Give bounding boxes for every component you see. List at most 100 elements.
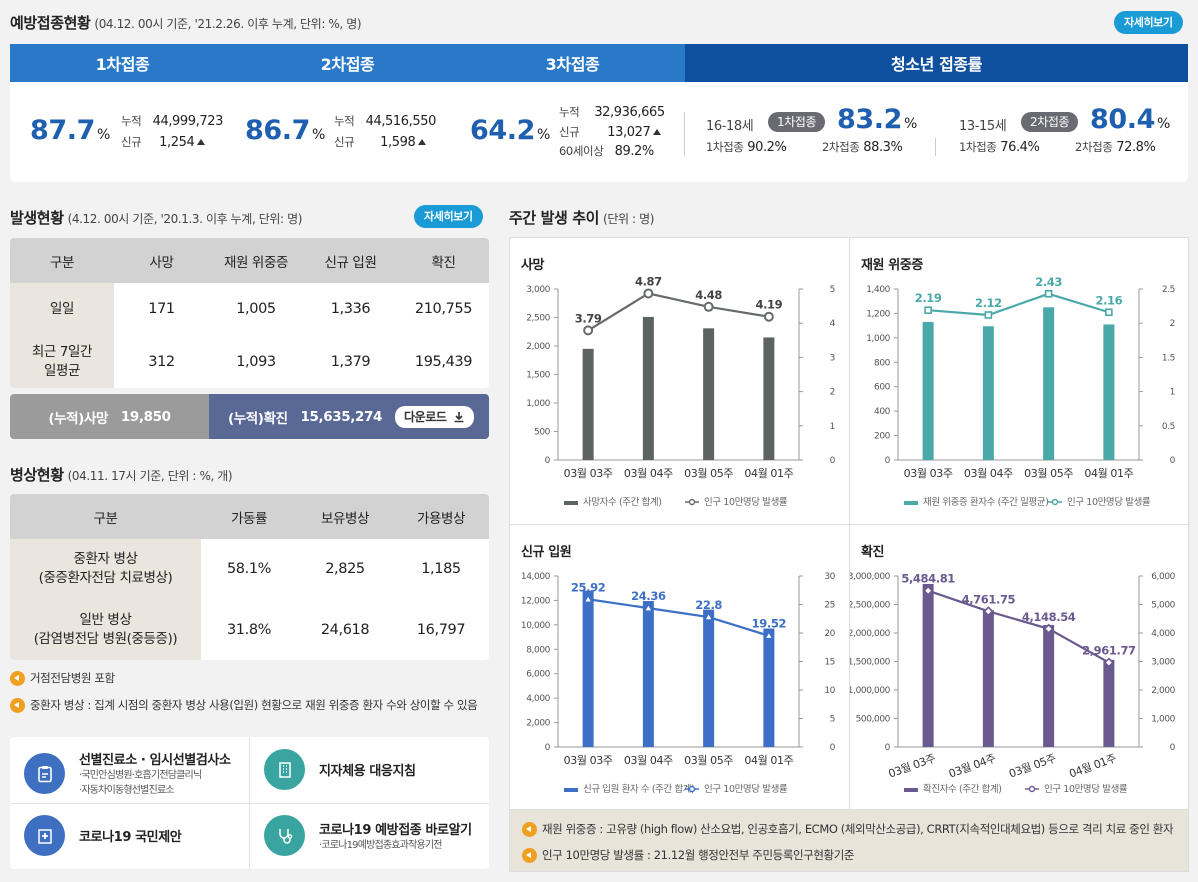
table-row: 일반 병상 (감염병전담 병원(중등증)) 31.8% 24,618 16,79… — [10, 599, 489, 660]
header-cell: 사망 — [114, 238, 209, 283]
link-title: 코로나19 예방접종 바로알기 — [319, 822, 472, 838]
y-tick-label: 2,500 — [526, 314, 550, 324]
bar — [1043, 307, 1055, 460]
x-tick-label: 03월 04주 — [624, 754, 673, 767]
download-icon — [454, 411, 463, 422]
y-tick-label: 2,000 — [526, 719, 550, 729]
y-tick-label: 3,000 — [526, 285, 550, 295]
teen2-age: 13-15세 — [959, 119, 1007, 134]
x-tick-label: 04월 01주 — [1084, 467, 1133, 480]
weekly-note: 인구 10만명당 발생률 : 21.12월 행정안전부 주민등록인구현황기준 — [522, 847, 854, 863]
header-cell: 구분 — [10, 494, 201, 539]
divider — [684, 112, 685, 156]
table-row: 일일 171 1,005 1,336 210,755 — [10, 283, 489, 335]
header-cell: 가동률 — [201, 494, 297, 539]
line-point — [983, 606, 994, 617]
x-tick-label: 04월 01주 — [744, 754, 793, 767]
bar — [1103, 324, 1115, 460]
y-right-tick-label: 3,000 — [1151, 658, 1175, 668]
table-cell: 210,755 — [414, 301, 473, 317]
bar — [1103, 659, 1115, 747]
header-cell: 보유병상 — [297, 494, 393, 539]
link-vaccine-info[interactable]: 코로나19 예방접종 바로알기 ·코로나19예방접종효과작용기전 — [264, 815, 472, 856]
y-tick-label: 800 — [874, 358, 891, 368]
data-label: 3.79 — [575, 311, 602, 325]
bar — [582, 590, 594, 747]
outbreak-table: 구분 사망 재원 위중증 신규 입원 확진 일일 171 1,005 1,336… — [10, 238, 489, 388]
y-tick-label: 1,000 — [526, 399, 550, 409]
beds-table: 구분 가동률 보유병상 가용병상 중환자 병상 (중증환자전담 치료병상) 58… — [10, 494, 489, 660]
beds-title: 병상현황 (04.11. 17시 기준, 단위 : %, 개) — [10, 466, 233, 484]
data-label: 24.36 — [631, 589, 666, 603]
teen1-rate: 83.2% — [837, 104, 917, 135]
outbreak-more-button[interactable]: 자세히보기 — [414, 205, 483, 228]
y-right-tick-label: 0 — [1170, 743, 1176, 753]
y-tick-label: 500,000 — [856, 715, 891, 725]
dose3-rate: 64.2% — [470, 115, 550, 146]
legend-bar-swatch — [904, 788, 918, 792]
beds-note: 거점전담병원 포함 — [10, 670, 115, 686]
teen2-dose-pill: 2차접종 — [1021, 112, 1079, 132]
download-button[interactable]: 다운로드 — [394, 405, 474, 428]
y-right-tick-label: 25 — [824, 601, 835, 611]
speaker-icon — [10, 670, 25, 686]
y-tick-label: 1,000 — [866, 334, 890, 344]
y-right-tick-label: 0.5 — [1162, 422, 1175, 432]
y-right-tick-label: 5 — [830, 285, 835, 295]
y-right-tick-label: 2,000 — [1151, 686, 1175, 696]
table-cell: 1,005 — [236, 301, 276, 317]
table-cell: 312 — [148, 353, 175, 370]
y-right-tick-label: 0 — [1170, 456, 1176, 466]
y-right-tick-label: 2 — [830, 388, 835, 398]
stethoscope-icon — [264, 815, 305, 856]
x-tick-label: 04월 01주 — [744, 467, 793, 480]
hospital-icon — [24, 815, 65, 856]
y-right-tick-label: 30 — [824, 572, 835, 582]
table-cell: 171 — [148, 301, 175, 317]
line-point — [703, 301, 714, 312]
tab-dose2[interactable]: 2차접종 — [235, 44, 460, 82]
weekly-note: 재원 위중증 : 고유량 (high flow) 산소요법, 인공호흡기, EC… — [522, 821, 1174, 837]
header-cell: 신규 입원 — [303, 238, 398, 283]
bar — [642, 316, 654, 460]
legend-line-label: 인구 10만명당 발생률 — [1067, 497, 1151, 508]
table-cell: 1,336 — [330, 301, 371, 317]
series-line — [587, 598, 770, 637]
data-label: 2.19 — [915, 291, 942, 305]
link-public-proposal[interactable]: 코로나19 국민제안 — [24, 815, 182, 856]
bar — [582, 348, 594, 460]
y-right-tick-label: 15 — [824, 658, 835, 668]
tab-dose3[interactable]: 3차접종 — [460, 44, 685, 82]
teen1-dose-pill: 1차접종 — [768, 112, 826, 132]
table-cell: 24,618 — [320, 621, 370, 638]
table-header: 구분 사망 재원 위중증 신규 입원 확진 — [10, 238, 489, 283]
link-screening-clinic[interactable]: 선별진료소 · 임시선별검사소 ·국민안심병원·호흡기전담클리닉 ·자동차이동형… — [24, 749, 231, 798]
y-right-tick-label: 1,000 — [1151, 715, 1175, 725]
link-title: 지자체용 대응지침 — [319, 764, 416, 779]
table-cell: 1,379 — [330, 353, 371, 370]
y-tick-label: 2,000 — [526, 342, 550, 352]
tab-dose1[interactable]: 1차접종 — [10, 44, 235, 82]
chart-critical: 재원 위중증 0 200 400 600 800 1,000 1,200 1,400 0 0.5 1 1… — [850, 238, 1189, 524]
row-label: 중환자 병상 (중증환자전담 치료병상) — [10, 539, 201, 599]
tab-teen[interactable]: 청소년 접종률 — [685, 44, 1188, 82]
y-tick-label: 0 — [545, 743, 551, 753]
table-cell: 195,439 — [414, 353, 473, 370]
teen2-rate: 80.4% — [1090, 104, 1170, 135]
table-row: 최근 7일간 일평균 312 1,093 1,379 195,439 — [10, 335, 489, 388]
beds-note: 중환자 병상 : 집계 시점의 중환자 병상 사용(입원) 현황으로 재원 위중… — [10, 697, 478, 713]
data-label: 25.92 — [571, 580, 605, 594]
speaker-icon — [522, 847, 537, 863]
y-tick-label: 12,000 — [521, 596, 551, 606]
chart-title: 신규 입원 — [521, 545, 572, 560]
y-right-tick-label: 1 — [830, 422, 835, 432]
link-local-guideline[interactable]: 지자체용 대응지침 — [264, 749, 416, 790]
y-tick-label: 600 — [874, 383, 891, 393]
chart-svg: 0 2,000 4,000 6,000 8,000 10,000 12,000 14,000 0… — [521, 572, 836, 795]
divider — [935, 138, 936, 156]
chart-svg: 0 500,000 1,000,000 1,500,000 2,000,000 2,500… — [850, 572, 1176, 795]
vaccination-more-button[interactable]: 자세히보기 — [1114, 11, 1183, 34]
dose3-cumulative: 누적 32,936,665 — [559, 105, 665, 120]
y-tick-label: 400 — [874, 407, 891, 417]
line-point — [763, 630, 775, 640]
